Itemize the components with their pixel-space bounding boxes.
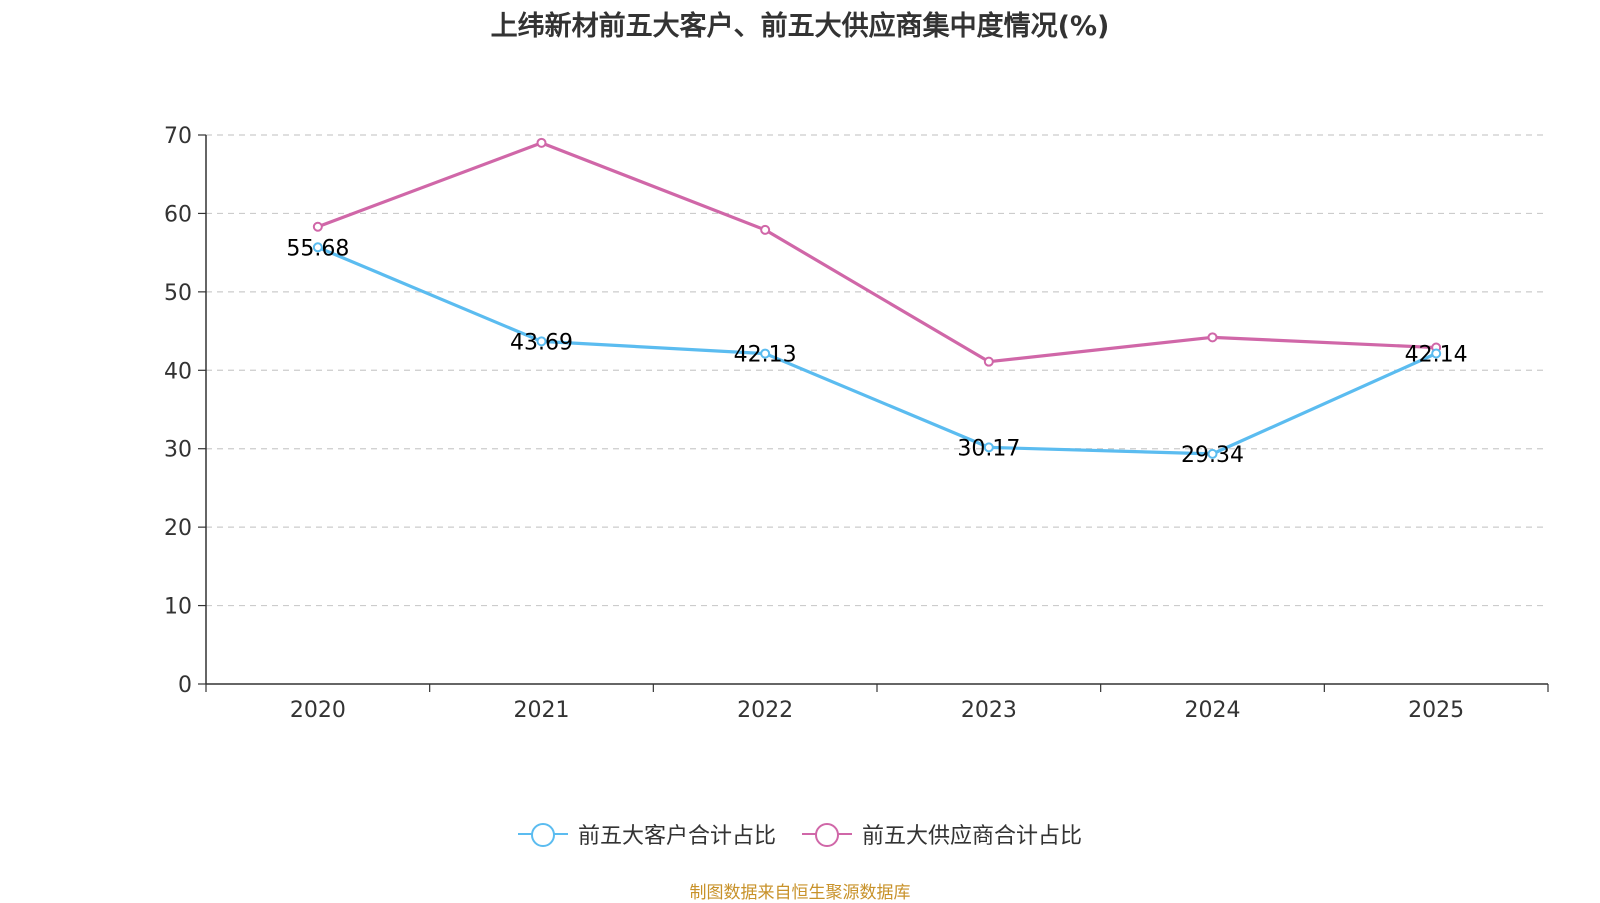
x-tick-label: 2023 (961, 698, 1017, 723)
data-point-customers[interactable] (1207, 448, 1218, 459)
data-point-customers[interactable] (983, 442, 994, 453)
legend-customers-label: 前五大客户合计占比 (577, 824, 776, 849)
x-tick-label: 2024 (1185, 698, 1241, 723)
y-tick-label: 70 (164, 124, 192, 149)
legend-customers-marker-icon (517, 821, 568, 847)
data-point-customers[interactable] (760, 348, 771, 359)
data-source-note: 制图数据来自恒生聚源数据库 (689, 883, 911, 903)
data-point-suppliers[interactable] (1207, 332, 1218, 343)
data-point-suppliers[interactable] (760, 224, 771, 235)
x-tick-label: 2020 (290, 698, 346, 723)
data-point-suppliers[interactable] (312, 221, 323, 232)
y-tick-label: 10 (164, 595, 192, 620)
y-tick-label: 50 (164, 281, 192, 306)
x-tick-label: 2021 (514, 698, 570, 723)
data-label: 30.17 (957, 436, 1020, 461)
x-tick-label: 2025 (1408, 698, 1464, 723)
series-line-customers (317, 245, 1437, 456)
y-tick-label: 30 (164, 438, 192, 463)
x-tick-label: 2022 (737, 698, 793, 723)
data-point-customers[interactable] (1431, 348, 1442, 359)
data-label: 55.68 (286, 236, 349, 261)
legend: 前五大客户合计占比 前五大供应商合计占比 (0, 818, 1600, 850)
y-tick-label: 20 (164, 516, 192, 541)
legend-item-customers[interactable]: 前五大客户合计占比 (517, 818, 776, 850)
data-point-suppliers[interactable] (536, 137, 547, 148)
data-label: 43.69 (510, 330, 573, 355)
data-point-customers[interactable] (536, 336, 547, 347)
y-tick-label: 0 (178, 673, 192, 698)
data-point-suppliers[interactable] (983, 356, 994, 367)
y-tick-label: 60 (164, 202, 192, 227)
legend-suppliers-marker-icon (802, 821, 852, 847)
legend-item-suppliers[interactable]: 前五大供应商合计占比 (802, 818, 1082, 850)
data-label: 42.13 (734, 343, 797, 368)
chart-title: 上纬新材前五大客户、前五大供应商集中度情况(%) (490, 11, 1110, 42)
legend-suppliers-label: 前五大供应商合计占比 (862, 824, 1083, 849)
data-point-customers[interactable] (312, 242, 323, 253)
series-line-suppliers (317, 141, 1437, 364)
data-label: 42.14 (1405, 343, 1468, 368)
data-label: 29.34 (1181, 443, 1244, 468)
y-tick-label: 40 (164, 359, 192, 384)
